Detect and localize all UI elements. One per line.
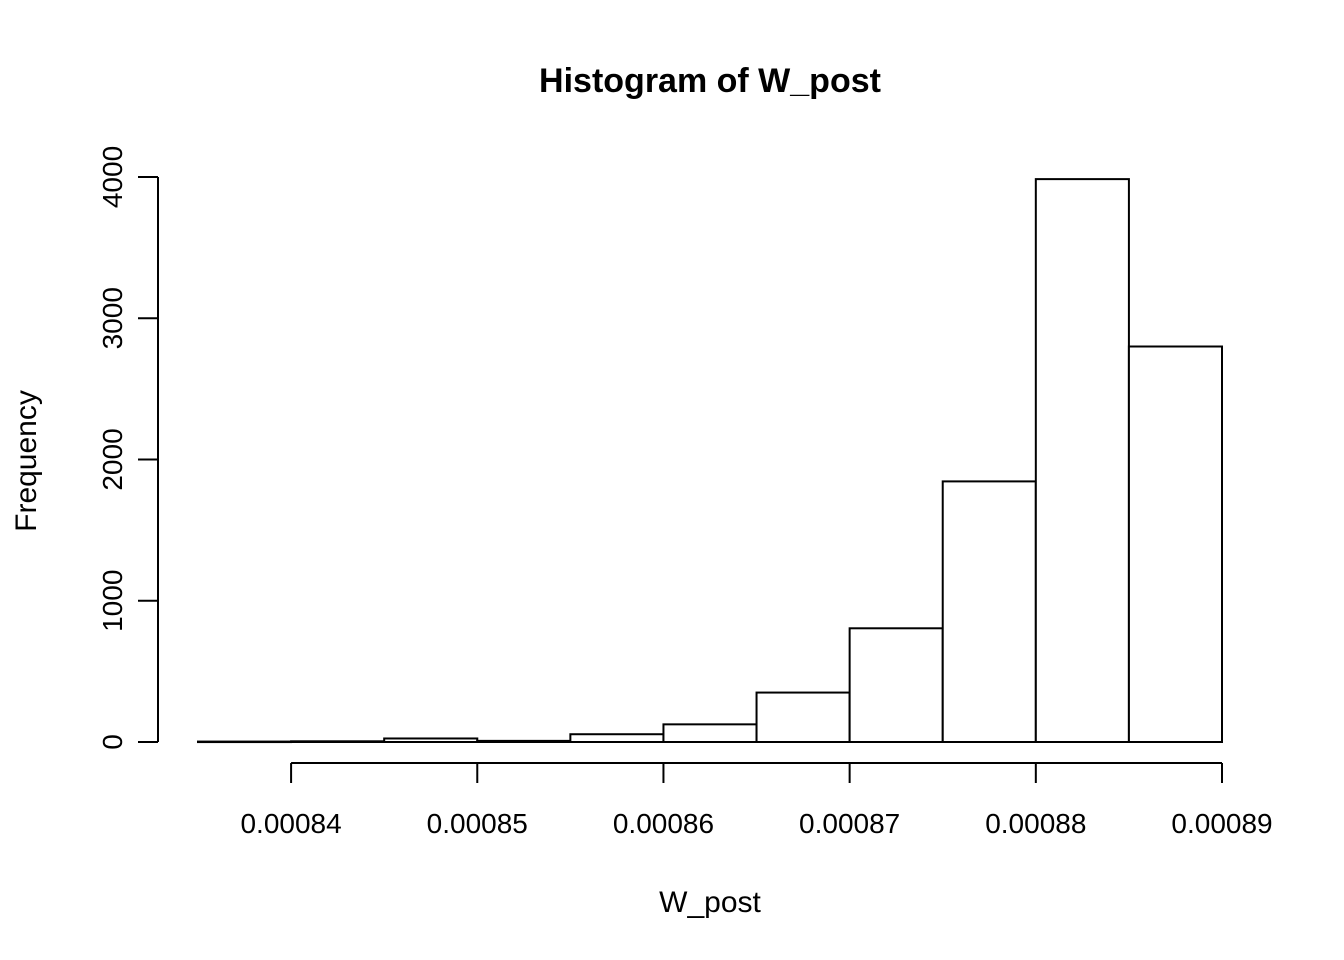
histogram-bar xyxy=(569,733,665,744)
histogram-bar xyxy=(848,627,944,744)
histogram-bar xyxy=(662,723,758,743)
x-tick-label: 0.00088 xyxy=(985,808,1086,839)
chart-title: Histogram of W_post xyxy=(539,62,881,100)
histogram-bar xyxy=(941,480,1037,743)
x-axis: 0.00084 0.00085 0.00086 0.00087 0.00088 0.000… xyxy=(240,762,1273,839)
histogram-bar xyxy=(1127,345,1223,743)
y-tick-label: 0 xyxy=(97,734,128,750)
histogram-bar xyxy=(755,691,851,743)
histogram-bar xyxy=(290,740,386,744)
y-tick-label: 3000 xyxy=(97,287,128,349)
histogram-bar xyxy=(197,740,293,744)
x-tick-label: 0.00089 xyxy=(1171,808,1272,839)
histogram-bars xyxy=(197,178,1223,744)
x-tick-label: 0.00086 xyxy=(613,808,714,839)
histogram-bar xyxy=(383,737,479,743)
histogram-bar xyxy=(1034,178,1130,743)
y-axis: 0 1000 2000 3000 4000 xyxy=(97,146,159,750)
y-axis-label: Frequency xyxy=(10,390,43,532)
y-tick-label: 4000 xyxy=(97,146,128,208)
x-tick-label: 0.00085 xyxy=(427,808,528,839)
x-axis-label: W_post xyxy=(659,886,761,919)
y-tick-label: 1000 xyxy=(97,570,128,632)
x-tick-label: 0.00084 xyxy=(240,808,341,839)
x-tick-label: 0.00087 xyxy=(799,808,900,839)
y-tick-label: 2000 xyxy=(97,428,128,490)
histogram-bar xyxy=(476,739,572,743)
